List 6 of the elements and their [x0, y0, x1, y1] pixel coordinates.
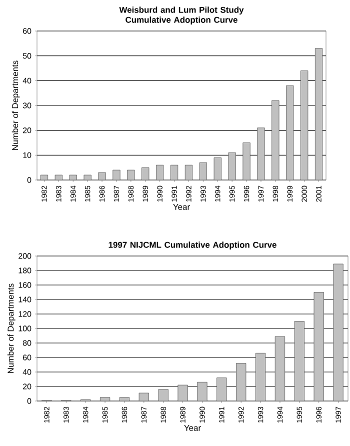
y-axis-title: Number of Departments: [7, 284, 16, 373]
chart-title: Weisburd and Lum Pilot Study Cumulative Adoption Curve: [119, 6, 244, 24]
chart-title: 1997 NIJCML Cumulative Adoption Curve: [108, 242, 276, 250]
x-axis-title: Year: [173, 204, 190, 210]
y-axis-title: Number of Departments: [12, 60, 20, 150]
x-axis-title: Year: [184, 424, 201, 431]
